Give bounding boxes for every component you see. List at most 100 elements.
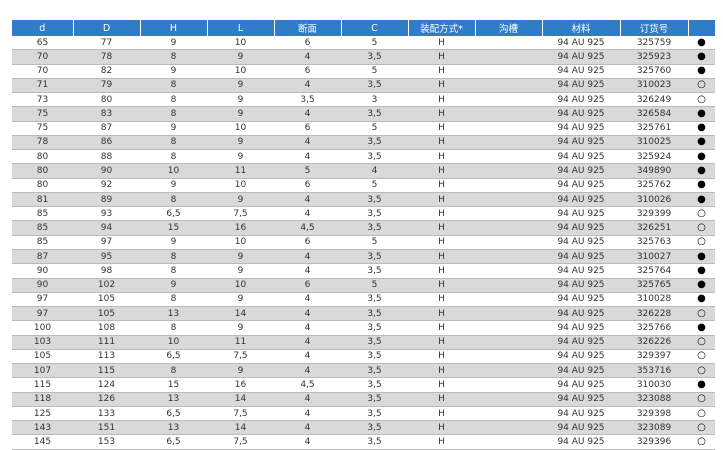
cell: 94 AU 925	[542, 363, 620, 379]
availability-symbol: ●	[688, 121, 715, 136]
cell	[475, 363, 542, 379]
column-header: 材料	[542, 20, 621, 36]
cell: H	[408, 163, 475, 179]
cell: 80	[12, 178, 73, 193]
cell: 80	[12, 163, 73, 179]
cell: 14	[207, 392, 274, 407]
cell: 143	[12, 420, 73, 436]
table-row: 90 98 8 9 4 3,5 H 94 AU 925 325764 ●	[12, 263, 715, 279]
availability-symbol: ○	[688, 363, 715, 379]
cell: 3,5	[341, 78, 408, 94]
cell: 87	[73, 121, 140, 136]
table-row: 81 89 8 9 4 3,5 H 94 AU 925 310026 ●	[12, 192, 715, 208]
cell: 3,5	[341, 306, 408, 322]
cell: 4	[274, 335, 341, 350]
cell: 4	[274, 363, 341, 379]
column-header: 沟槽	[475, 20, 543, 36]
availability-symbol: ●	[688, 49, 715, 65]
table-row: 78 86 8 9 4 3,5 H 94 AU 925 310025 ●	[12, 135, 715, 151]
cell	[475, 163, 542, 179]
cell: 94 AU 925	[542, 335, 620, 350]
cell: 8	[140, 135, 207, 151]
cell: H	[408, 206, 475, 222]
cell: 102	[73, 278, 140, 293]
cell: 326584	[620, 106, 688, 122]
table-row: 80 88 8 9 4 3,5 H 94 AU 925 325924 ●	[12, 149, 715, 165]
cell: 325765	[620, 278, 688, 293]
cell: H	[408, 320, 475, 336]
table-row: 97 105 13 14 4 3,5 H 94 AU 925 326228 ○	[12, 306, 715, 322]
table-row: 85 97 9 10 6 5 H 94 AU 925 325763 ○	[12, 235, 715, 250]
cell: 5	[341, 121, 408, 136]
cell	[475, 235, 542, 250]
cell: 94 AU 925	[542, 220, 620, 236]
cell	[475, 392, 542, 407]
cell: 8	[140, 263, 207, 279]
cell: 13	[140, 420, 207, 436]
cell: 7,5	[207, 206, 274, 222]
table-row: 105 113 6,5 7,5 4 3,5 H 94 AU 925 329397 ○	[12, 349, 715, 365]
cell: 4	[274, 149, 341, 165]
cell: 90	[73, 163, 140, 179]
cell: 14	[207, 306, 274, 322]
cell: 6,5	[140, 206, 207, 222]
cell: 4	[274, 78, 341, 94]
cell: 329396	[620, 434, 688, 450]
cell: 90	[12, 278, 73, 293]
cell: 16	[207, 377, 274, 393]
cell: 94	[73, 220, 140, 236]
cell: 94 AU 925	[542, 420, 620, 436]
cell: 105	[12, 349, 73, 365]
availability-symbol: ○	[688, 306, 715, 322]
availability-symbol: ●	[688, 292, 715, 308]
cell: H	[408, 349, 475, 365]
cell	[475, 135, 542, 151]
cell: 97	[12, 292, 73, 308]
table-row: 115 124 15 16 4,5 3,5 H 94 AU 925 310030 ●	[12, 377, 715, 393]
cell: 3,5	[341, 135, 408, 151]
cell: 3,5	[341, 377, 408, 393]
column-header: 订货号	[620, 20, 689, 36]
cell	[475, 406, 542, 422]
cell: 349890	[620, 163, 688, 179]
cell: H	[408, 363, 475, 379]
column-header	[688, 20, 716, 36]
cell: 73	[12, 92, 73, 108]
cell: 94 AU 925	[542, 149, 620, 165]
cell: 105	[73, 292, 140, 308]
cell: 8	[140, 149, 207, 165]
header-row: d D H L 断面 C 装配方式* 沟槽 材料 订货号	[12, 20, 716, 36]
availability-symbol: ○	[688, 335, 715, 350]
cell: 90	[12, 263, 73, 279]
product-table: d D H L 断面 C 装配方式* 沟槽 材料 订货号 65 77 9 10 6 5 H 94 AU 925 3…	[12, 20, 716, 450]
cell	[475, 121, 542, 136]
cell: 310023	[620, 78, 688, 94]
cell: 9	[207, 292, 274, 308]
availability-symbol: ○	[688, 235, 715, 250]
cell: 9	[140, 235, 207, 250]
cell: 94 AU 925	[542, 92, 620, 108]
table-row: 90 102 9 10 6 5 H 94 AU 925 325765 ●	[12, 278, 715, 293]
cell: 325923	[620, 49, 688, 65]
cell: 80	[12, 149, 73, 165]
cell: 105	[73, 306, 140, 322]
cell: 125	[12, 406, 73, 422]
cell: 3,5	[341, 49, 408, 65]
cell: H	[408, 278, 475, 293]
cell	[475, 64, 542, 79]
table-row: 97 105 8 9 4 3,5 H 94 AU 925 310028 ●	[12, 292, 715, 308]
cell: 3,5	[341, 434, 408, 450]
cell: 94 AU 925	[542, 349, 620, 365]
cell: 3,5	[341, 220, 408, 236]
cell: 94 AU 925	[542, 121, 620, 136]
cell: 8	[140, 78, 207, 94]
cell: 94 AU 925	[542, 377, 620, 393]
table-row: 143 151 13 14 4 3,5 H 94 AU 925 323089 ○	[12, 420, 715, 436]
column-header: D	[73, 20, 141, 36]
cell	[475, 78, 542, 94]
column-header: 装配方式*	[408, 20, 476, 36]
cell: 94 AU 925	[542, 163, 620, 179]
cell	[475, 349, 542, 365]
cell: 95	[73, 249, 140, 265]
cell: 5	[341, 235, 408, 250]
